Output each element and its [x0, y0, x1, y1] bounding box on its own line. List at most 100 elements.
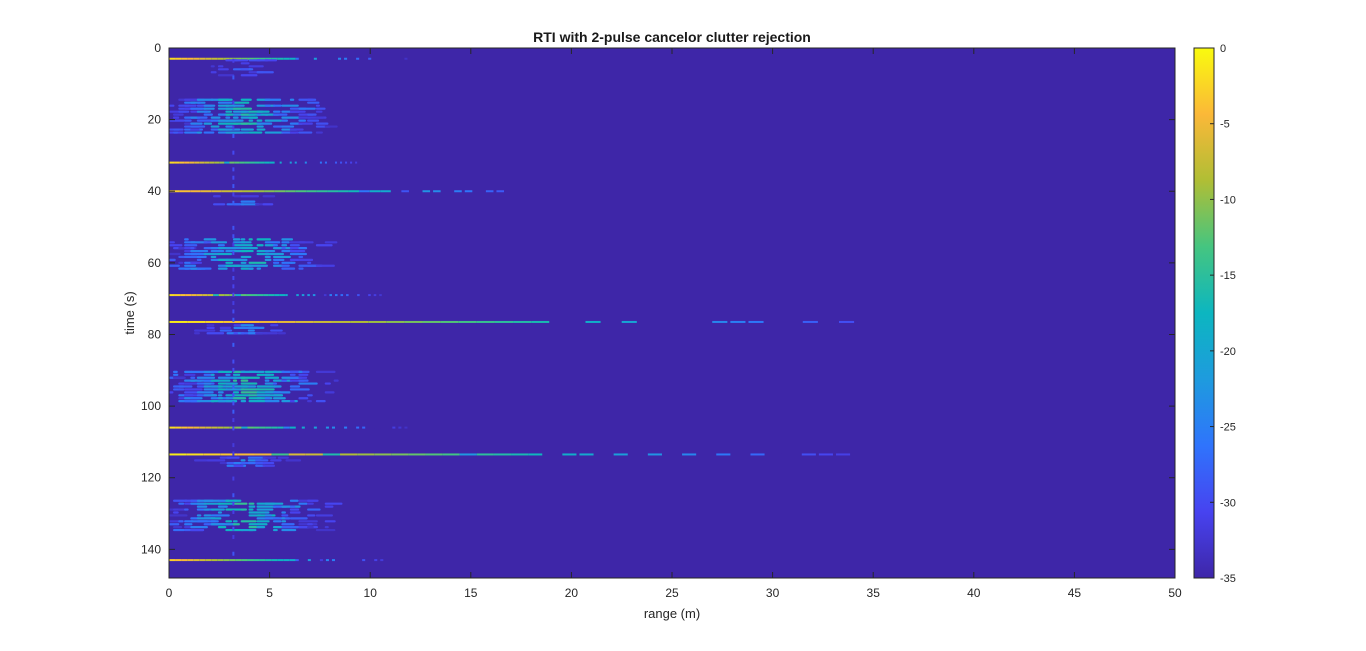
heat-line-7-seg-4: [191, 294, 197, 297]
heat-line-11-seg-4: [193, 426, 200, 429]
heat-cluster-14-cell-2-8: [217, 505, 228, 508]
heat-line-15-seg-12: [241, 559, 248, 562]
heat-line-11-seg-3: [187, 426, 194, 429]
heat-cluster-1-cell-2-12: [248, 65, 264, 68]
heat-cluster-2-cell-7-14: [264, 119, 283, 122]
heat-line-11-seg-11: [235, 426, 242, 429]
heat-cluster-2-cell-8-6: [203, 122, 213, 125]
heat-cluster-14-cell-6-17: [289, 517, 308, 520]
heat-cluster-2-cell-2-3: [184, 104, 197, 107]
heat-line-12-seg-23: [562, 453, 577, 456]
heat-line-3-seg-38: [360, 161, 363, 164]
heat-cluster-6-cell-6-15: [272, 255, 291, 259]
heat-line-12-seg-5: [254, 453, 272, 456]
heat-cluster-10-cell-5-8: [217, 385, 224, 388]
heat-cluster-2-cell-2-20: [315, 104, 320, 107]
heat-streak-31: [232, 317, 235, 322]
heat-cluster-9-cell-2-9: [219, 329, 233, 332]
heat-cluster-14-cell-6-6: [203, 517, 214, 520]
heat-cluster-10-cell-1-3: [184, 373, 196, 376]
heat-cluster-10-cell-5-2: [178, 385, 185, 388]
heat-line-4-seg-20: [380, 190, 391, 193]
heat-streak-2: [232, 75, 235, 80]
heat-cluster-2-cell-2-15: [272, 104, 282, 107]
heat-cluster-13-cell-1-18: [285, 459, 302, 462]
heat-cluster-6-cell-6-5: [196, 255, 207, 259]
heat-line-15-seg-16: [265, 559, 272, 562]
heat-cluster-2-cell-0-19: [307, 98, 314, 101]
heat-line-0-seg-20: [289, 57, 296, 60]
heat-line-0-seg-10: [229, 57, 236, 60]
heat-line-15-seg-6: [205, 559, 212, 562]
heat-cluster-14-cell-8-12: [248, 523, 268, 526]
heat-cluster-14-cell-5-16: [281, 514, 289, 517]
heat-cluster-6-cell-10-18: [298, 267, 304, 270]
heat-line-7-seg-6: [202, 294, 208, 297]
heat-line-0-seg-0: [169, 57, 176, 60]
heat-cluster-6-cell-7-15: [272, 258, 285, 261]
heat-line-15-seg-27: [331, 559, 336, 562]
heat-cluster-10-cell-0-1: [173, 370, 178, 373]
heat-cluster-14-cell-3-3: [184, 508, 189, 511]
heat-line-3-seg-1: [174, 161, 180, 164]
heat-line-0-seg-19: [283, 57, 290, 60]
heat-cluster-6-cell-3-16: [281, 247, 286, 250]
heat-line-12-seg-38: [818, 453, 833, 456]
heatmap-marks: [169, 57, 873, 562]
heat-cluster-2-cell-5-19: [307, 113, 317, 116]
heat-cluster-14-cell-1-6: [203, 502, 222, 505]
heat-cluster-10-cell-4-18: [298, 382, 318, 385]
heat-cluster-2-cell-6-4: [190, 116, 199, 119]
heat-line-3-seg-7: [204, 161, 210, 164]
heat-cluster-13-cell-0-17: [277, 456, 289, 459]
heat-cluster-6-cell-8-17: [289, 261, 296, 264]
heat-cluster-6-cell-1-0: [169, 241, 175, 244]
heat-line-8-seg-14: [422, 320, 441, 323]
heat-line-11-seg-7: [211, 426, 218, 429]
heat-cluster-6-cell-0-13: [256, 238, 271, 241]
heat-line-12-seg-37: [801, 453, 816, 456]
heat-cluster-14-cell-1-19: [307, 502, 314, 505]
heat-cluster-10-cell-0-4: [190, 370, 206, 373]
heat-line-4-seg-13: [306, 190, 317, 193]
heat-cluster-2-cell-4-15: [272, 110, 281, 113]
heat-cluster-9-cell-3-15: [262, 332, 278, 335]
heat-cluster-14-cell-5-6: [203, 514, 212, 517]
heat-line-15-seg-14: [253, 559, 260, 562]
heat-streak-14: [232, 175, 235, 180]
heat-cluster-14-cell-10-1: [173, 528, 186, 532]
heat-cluster-13-cell-1-16: [270, 459, 282, 462]
heat-cluster-9-cell-2-13: [247, 329, 255, 332]
heat-streak-34: [232, 342, 235, 347]
heat-cluster-14-cell-1-2: [178, 502, 185, 505]
heat-cluster-2-cell-0-14: [264, 98, 282, 101]
heat-line-12-seg-28: [647, 453, 662, 456]
heat-cluster-13-cell-0-10: [226, 456, 240, 459]
heat-cluster-14-cell-1-10: [232, 502, 248, 505]
heat-cluster-10-cell-1-1: [173, 373, 179, 376]
colorbar-tick-label-2: -10: [1220, 194, 1236, 206]
heat-line-8-seg-3: [223, 320, 242, 323]
heat-line-7-seg-28: [323, 294, 327, 297]
heat-streak-52: [232, 493, 235, 498]
heat-cluster-6-cell-5-0: [169, 252, 181, 256]
heat-line-4-seg-19: [369, 190, 381, 193]
y-tick-label-6: 120: [141, 471, 161, 485]
heat-cluster-10-cell-3-11: [240, 379, 249, 382]
heat-cluster-1-cell-3-12: [248, 68, 254, 71]
heat-cluster-10-cell-6-3: [184, 388, 203, 391]
x-tick-label-2: 10: [364, 586, 378, 600]
heat-cluster-2-cell-3-10: [232, 107, 252, 110]
heat-line-0-seg-9: [223, 57, 230, 60]
heat-cluster-14-cell-10-16: [281, 528, 297, 532]
heat-cluster-2-cell-6-5: [196, 116, 208, 119]
heat-cluster-10-cell-6-2: [178, 388, 185, 391]
heat-cluster-14-cell-1-18: [298, 502, 308, 505]
heat-cluster-14-cell-6-7: [210, 517, 222, 520]
heat-cluster-14-cell-9-12: [248, 526, 258, 529]
heat-line-12-seg-30: [682, 453, 697, 456]
heat-line-3-seg-33: [334, 161, 338, 164]
heat-cluster-6-cell-0-3: [184, 238, 189, 241]
heat-cluster-2-cell-7-12: [248, 119, 254, 122]
heat-line-0-seg-11: [235, 57, 242, 60]
